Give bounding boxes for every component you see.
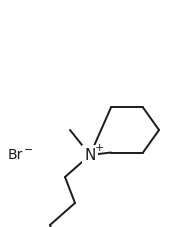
Text: N: N bbox=[84, 148, 96, 163]
Text: −: − bbox=[24, 145, 33, 155]
Text: +: + bbox=[94, 143, 104, 153]
Text: Br: Br bbox=[8, 148, 23, 162]
